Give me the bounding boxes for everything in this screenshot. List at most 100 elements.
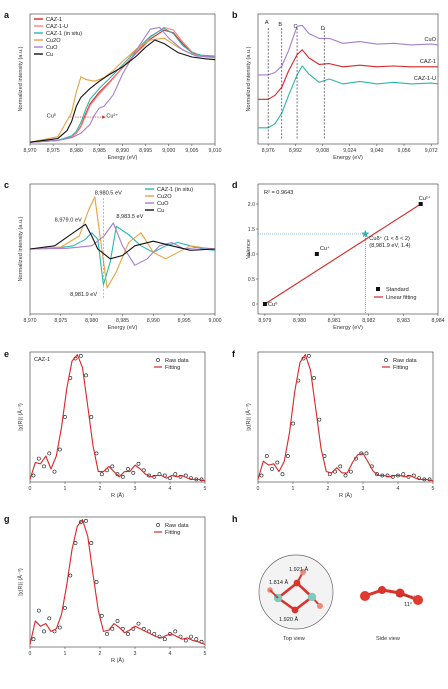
top-view-bubble	[258, 554, 334, 630]
panel-g-raw-point-0	[31, 637, 36, 642]
panel-g-raw-point-11	[89, 541, 94, 545]
panel-g-raw-point-5	[57, 625, 62, 630]
panel-d-xtick-0: 8,979	[258, 318, 271, 324]
panel-d-highlight-star	[361, 229, 370, 238]
panel-c-ylabel: Normalized intensity (a.u.)	[18, 216, 24, 281]
panel-c-series-cu2o	[29, 196, 216, 289]
panel-d-highlight-label: Cuδ⁺ (1 < δ < 2)	[369, 235, 410, 242]
panel-c-annotation-2: 8,979.0 eV	[55, 218, 82, 224]
panel-c-xtick-2: 8,980	[85, 318, 98, 324]
panel-b-xtick-6: 9,072	[425, 148, 438, 154]
panel-e-sample-label: CAZ-1	[34, 357, 50, 363]
panel-g-ylabel: |χ(R)| (Å⁻³)	[17, 568, 24, 596]
panel-d-xtick-1: 8,980	[293, 318, 306, 324]
panel-f-raw-point-20	[364, 451, 369, 456]
panel-a-series-cu2o	[29, 37, 216, 143]
panel-d-xlabel: Energy (eV)	[333, 325, 363, 331]
panel-e-raw-point-2	[42, 464, 46, 469]
panel-g-xtick-4: 4	[169, 651, 172, 657]
panel-f-xtick-2: 2	[327, 486, 330, 492]
panel-e-frame	[29, 351, 206, 483]
panel-b-marker-label-0: A	[265, 20, 269, 26]
panel-d-ylabel: Valence	[246, 239, 252, 259]
panel-f-xtick-3: 3	[362, 486, 365, 492]
panel-b-series-cuo	[258, 24, 439, 76]
panel-g-raw-point-12	[94, 580, 99, 584]
panel-g-raw-point-30	[189, 634, 193, 639]
panel-a-ylabel: Normalized intensity (a.u.)	[18, 46, 24, 111]
panel-e-legend-fit: Fitting	[165, 365, 180, 371]
bond-label-1: 1.921 Å	[289, 566, 309, 573]
panel-g-raw-point-8	[73, 541, 78, 545]
panel-e-raw-point-4	[52, 469, 57, 474]
panel-a-legend-label-2: CAZ-1 (in situ)	[46, 31, 82, 37]
panel-g-xtick-2: 2	[99, 651, 102, 657]
panel-a-annotation-cu2: Cu²⁺	[106, 113, 118, 120]
panel-b-marker-label-2: C	[294, 24, 298, 30]
panel-e-raw-point-5	[57, 447, 62, 452]
panel-a-series-caz-1-in-situ-	[29, 27, 216, 143]
panel-e-raw-point-10	[84, 373, 88, 378]
panel-letter-d: d	[232, 180, 238, 190]
panel-d-frame	[257, 183, 439, 315]
panel-a-series-caz-1-u	[29, 26, 216, 143]
panel-g-raw-point-29	[183, 638, 188, 643]
panel-e-raw-point-13	[99, 472, 104, 477]
panel-e-legend-swatch-raw	[156, 358, 160, 362]
panel-e-xtick-2: 2	[99, 486, 102, 492]
panel-f-raw-point-5	[285, 454, 290, 458]
panel-g-raw-point-1	[36, 608, 41, 613]
panel-h-structure: 1.921 Å 1.814 Å 1.920 Å Top view 11° Sid…	[258, 554, 423, 642]
panel-f-legend-raw: Raw data	[393, 358, 418, 364]
panel-f-raw-point-0	[259, 473, 264, 478]
panel-g-raw-point-7	[68, 573, 73, 578]
panel-a-annotation-cu0: Cu⁰	[47, 113, 57, 120]
panel-g-legend-fit: Fitting	[165, 530, 180, 536]
panel-a-xtick-3: 8,985	[93, 148, 106, 154]
panel-d-point-label-0: Cu⁰	[268, 301, 278, 308]
top-view-label: Top view	[283, 636, 306, 642]
panel-g-xtick-3: 3	[134, 651, 137, 657]
panel-e-xtick-1: 1	[64, 486, 67, 492]
panel-g-raw-point-10	[84, 519, 88, 523]
panel-a-xanes: 8,970 8,975 8,980 8,985 8,990 8,995 9,000 9,005…	[18, 13, 222, 161]
panel-d-ytick-3: 1.5	[248, 227, 255, 233]
panel-b-xtick-3: 9,024	[343, 148, 356, 154]
panel-e-raw-point-15	[110, 464, 115, 469]
panel-a-xtick-4: 8,990	[116, 148, 129, 154]
panel-c-xtick-4: 8,990	[147, 318, 160, 324]
panel-d-legend-swatch-standard	[376, 287, 380, 291]
panel-d-r2: R² = 0.9643	[264, 190, 293, 196]
panel-f-raw-point-9	[306, 353, 311, 358]
panel-d-legend-standard: Standard	[386, 287, 409, 293]
panel-a-xlabel: Energy (eV)	[108, 155, 138, 161]
panel-c-annotation-3: 8,981.9 eV	[70, 292, 97, 298]
panel-a-xtick-7: 9,005	[185, 148, 198, 154]
panel-b-xlabel: Energy (eV)	[333, 155, 363, 161]
panel-e-xtick-4: 4	[169, 486, 172, 492]
panel-b-frame	[257, 13, 439, 145]
panel-f-xtick-4: 4	[397, 486, 400, 492]
panel-letter-f: f	[232, 349, 236, 359]
panel-d-ytick-0: 0	[252, 302, 255, 308]
panel-f-raw-point-16	[343, 473, 348, 478]
side-view-label: Side view	[376, 636, 401, 642]
panel-f-ylabel: |χ(R)| (Å⁻³)	[245, 403, 252, 431]
panel-e-raw-point-3	[47, 451, 52, 456]
panel-e-raw-point-20	[136, 461, 141, 466]
panel-d-point-label-2: Cu²⁺	[419, 195, 431, 202]
panel-a-xtick-5: 8,995	[139, 148, 152, 154]
panel-a-xtick-8: 9,010	[209, 148, 222, 154]
panel-e-raw-point-0	[31, 473, 36, 478]
panel-c-legend-label-0: CAZ-1 (in situ)	[157, 187, 193, 193]
panel-d-ytick-4: 2.0	[248, 202, 255, 208]
panel-c-xtick-5: 8,995	[178, 318, 191, 324]
panel-g-legend-swatch-raw	[156, 523, 160, 527]
panel-f-xtick-0: 0	[257, 486, 260, 492]
panel-c-xtick-6: 9,000	[209, 318, 222, 324]
panel-d-xtick-5: 8,984	[432, 318, 445, 324]
panel-e-raw-point-18	[126, 467, 130, 471]
